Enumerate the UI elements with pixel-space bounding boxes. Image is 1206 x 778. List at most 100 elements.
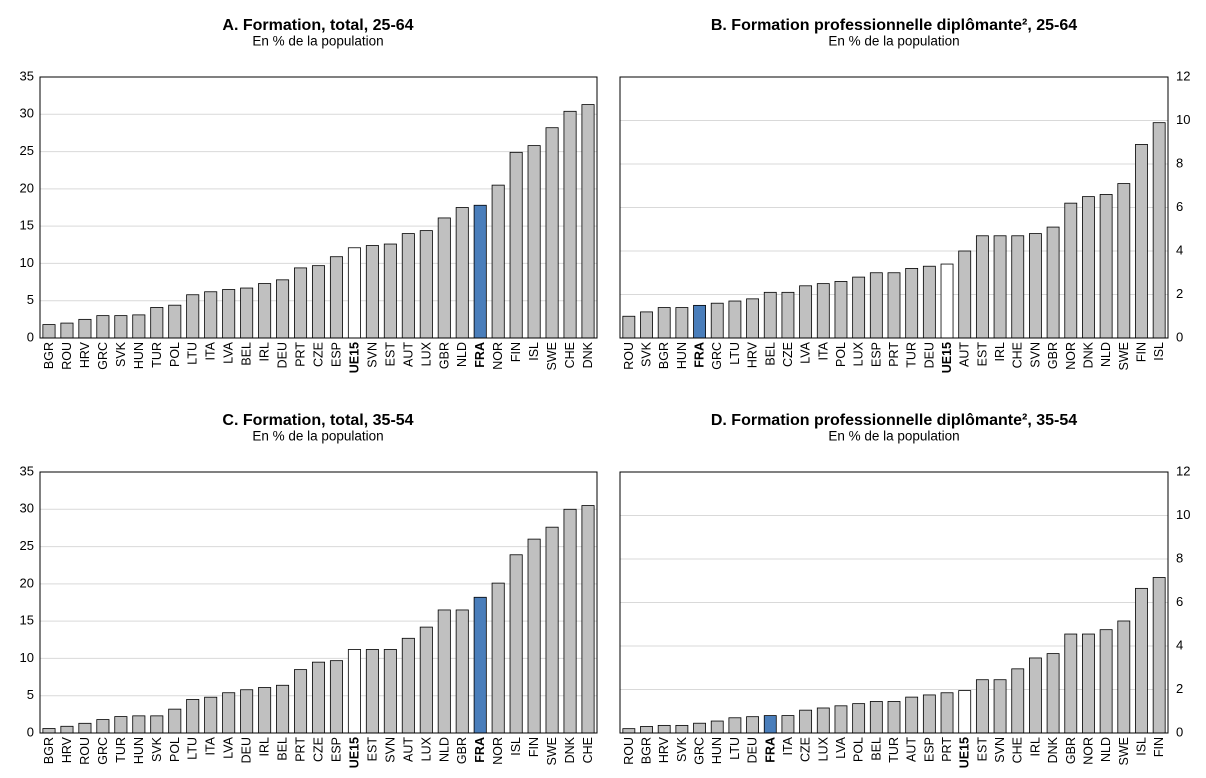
x-tick-label: NLD xyxy=(1099,737,1113,762)
plot-frame xyxy=(619,76,1169,339)
y-tick-label: 4 xyxy=(1176,637,1183,652)
x-tick-label: DEU xyxy=(922,342,936,368)
bar xyxy=(150,307,164,339)
x-tick-label: HUN xyxy=(132,342,146,369)
bar xyxy=(168,304,182,339)
x-tick-label: EST xyxy=(975,342,989,367)
bar xyxy=(563,110,577,339)
x-tick-label: TUR xyxy=(150,342,164,368)
bar xyxy=(940,263,954,339)
x-tick-label: HUN xyxy=(132,737,146,764)
bar xyxy=(1117,183,1131,339)
bar xyxy=(132,715,146,734)
bar xyxy=(204,696,218,734)
bar xyxy=(940,692,954,734)
x-tick-label: LTU xyxy=(186,737,200,760)
chart-subtitle: En % de la population xyxy=(252,429,383,444)
bar xyxy=(657,724,671,734)
x-tick-label: CZE xyxy=(312,342,326,367)
x-tick-label: ITA xyxy=(204,341,218,360)
bar xyxy=(746,716,759,734)
x-tick-label: AUT xyxy=(401,342,415,367)
x-tick-label: GRC xyxy=(96,737,110,765)
x-tick-label: ISL xyxy=(1152,342,1166,361)
bar xyxy=(922,694,936,734)
bar xyxy=(491,582,505,734)
x-tick-label: ROU xyxy=(622,737,636,765)
x-tick-label: ROU xyxy=(78,737,92,765)
bar xyxy=(419,626,433,734)
chart-subtitle: En % de la population xyxy=(252,34,383,49)
x-tick-label: NOR xyxy=(491,737,505,765)
x-tick-label: TUR xyxy=(114,737,128,763)
bar xyxy=(42,324,56,339)
y-tick-label: 30 xyxy=(20,501,34,516)
bar xyxy=(222,289,236,339)
bar xyxy=(1099,194,1113,339)
x-tick-label: GBR xyxy=(437,342,451,369)
bar xyxy=(222,692,236,734)
plot-frame xyxy=(39,471,598,734)
x-tick-label: SVN xyxy=(365,342,379,368)
panel: D. Formation professionnelle diplômante²… xyxy=(619,412,1190,768)
y-tick-label: 25 xyxy=(20,538,34,553)
x-tick-label: EST xyxy=(365,737,379,762)
bar xyxy=(509,151,523,339)
x-tick-label: DEU xyxy=(240,737,254,763)
x-tick-label: LUX xyxy=(419,736,433,761)
x-tick-label: GBR xyxy=(1046,342,1060,369)
bar xyxy=(204,291,218,339)
bar xyxy=(1099,629,1113,734)
bar xyxy=(132,314,146,339)
bar xyxy=(419,230,433,339)
x-tick-label: AUT xyxy=(905,737,919,762)
x-tick-label: LTU xyxy=(186,342,200,365)
x-tick-label: PRT xyxy=(940,737,954,762)
x-tick-label: POL xyxy=(834,342,848,367)
x-tick-label: NLD xyxy=(455,342,469,367)
x-tick-label: ISL xyxy=(1134,737,1148,756)
bar xyxy=(905,267,919,339)
x-tick-label: GRC xyxy=(710,342,724,370)
bar xyxy=(383,649,397,734)
x-tick-label: AUT xyxy=(401,737,415,762)
bar xyxy=(1011,235,1025,339)
x-tick-label: FRA xyxy=(693,342,707,368)
x-tick-label: FRA xyxy=(763,737,777,763)
bar xyxy=(383,243,397,339)
bar xyxy=(993,679,1007,734)
x-tick-label: BGR xyxy=(640,737,654,764)
bar xyxy=(240,287,254,339)
bar xyxy=(781,291,795,339)
x-tick-label: UE15 xyxy=(347,342,361,373)
bar xyxy=(816,283,830,339)
x-tick-label: ITA xyxy=(204,736,218,755)
x-tick-label: PRT xyxy=(294,342,308,367)
bar xyxy=(693,304,706,339)
x-tick-label: HUN xyxy=(675,342,689,369)
bar xyxy=(1011,668,1025,734)
y-tick-label: 4 xyxy=(1176,242,1183,257)
bar xyxy=(114,716,128,734)
bar xyxy=(693,722,706,734)
y-tick-label: 0 xyxy=(1176,329,1183,344)
y-tick-label: 0 xyxy=(27,724,34,739)
x-tick-label: ROU xyxy=(60,342,74,370)
bar xyxy=(78,318,92,339)
x-tick-label: EST xyxy=(383,342,397,367)
bar xyxy=(60,725,74,734)
bar xyxy=(763,715,777,734)
x-tick-label: BGR xyxy=(42,342,56,369)
x-tick-label: CZE xyxy=(781,342,795,367)
x-tick-label: SWE xyxy=(545,737,559,765)
x-tick-label: UE15 xyxy=(347,737,361,768)
x-tick-label: PRT xyxy=(294,737,308,762)
bar xyxy=(347,649,361,734)
bar xyxy=(473,204,487,339)
bar xyxy=(168,708,182,734)
x-tick-label: DEU xyxy=(276,342,290,368)
y-tick-label: 12 xyxy=(1176,68,1190,83)
